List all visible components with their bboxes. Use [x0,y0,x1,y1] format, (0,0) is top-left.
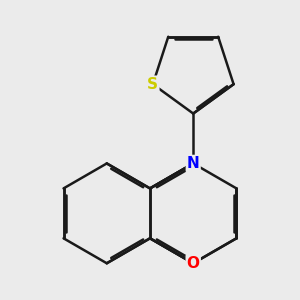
Text: N: N [187,156,200,171]
Text: S: S [147,77,158,92]
Text: O: O [187,256,200,271]
